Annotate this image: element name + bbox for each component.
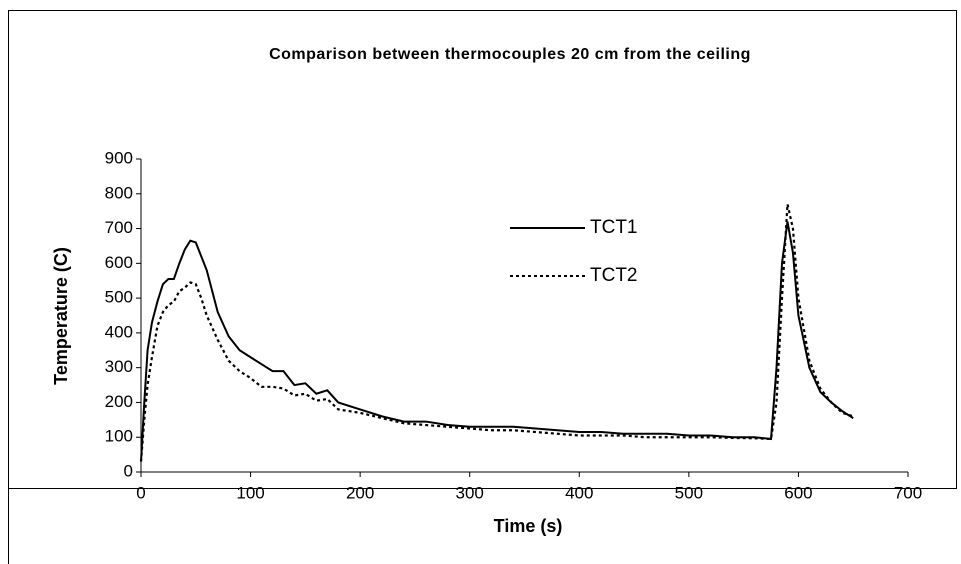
y-tick-label: 100 <box>105 427 133 446</box>
y-tick-label: 300 <box>105 357 133 376</box>
chart-frame <box>8 10 957 489</box>
legend-label: TCT1 <box>590 217 638 238</box>
x-tick-label: 300 <box>456 483 484 502</box>
x-axis-label: Time (s) <box>494 516 563 536</box>
y-tick-label: 400 <box>105 322 133 341</box>
y-tick-label: 600 <box>105 253 133 272</box>
x-tick-label: 500 <box>675 483 703 502</box>
legend-label: TCT2 <box>590 265 638 286</box>
x-tick-label: 200 <box>346 483 374 502</box>
chart-title: Comparison between thermocouples 20 cm f… <box>269 46 751 63</box>
x-tick-label: 400 <box>565 483 593 502</box>
series-line <box>139 203 854 462</box>
y-tick-label: 0 <box>124 461 133 480</box>
y-tick-label: 800 <box>105 183 133 202</box>
y-axis-label: Temperature (C) <box>51 247 71 385</box>
y-tick-label: 200 <box>105 392 133 411</box>
x-tick-label: 600 <box>784 483 812 502</box>
y-tick-label: 500 <box>105 288 133 307</box>
x-tick-label: 700 <box>894 483 922 502</box>
y-tick-label: 700 <box>105 218 133 237</box>
x-tick-label: 100 <box>236 483 264 502</box>
series-line <box>140 221 854 462</box>
x-tick-label: 0 <box>136 483 145 502</box>
y-tick-label: 900 <box>105 148 133 167</box>
